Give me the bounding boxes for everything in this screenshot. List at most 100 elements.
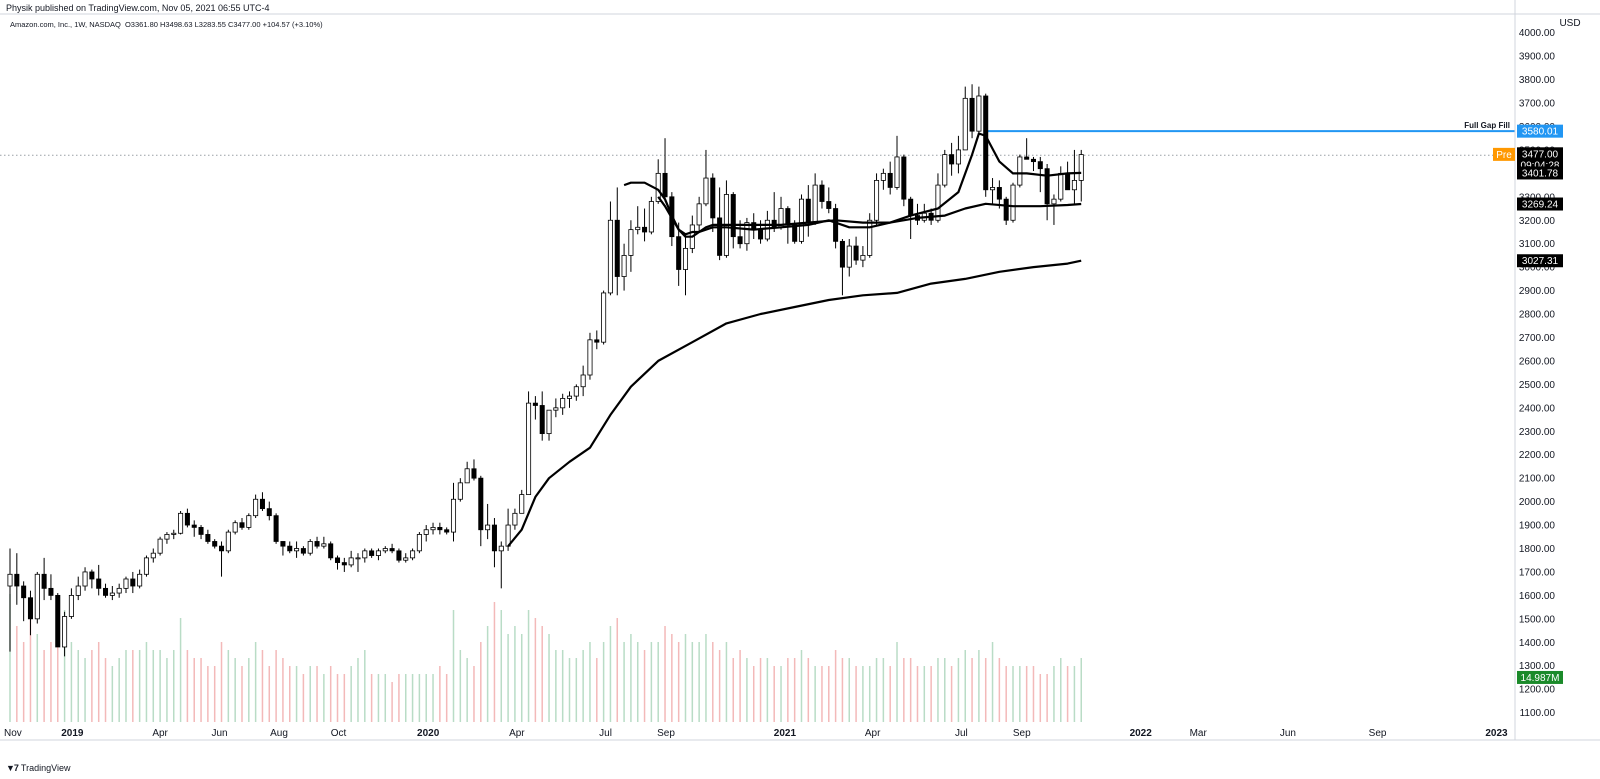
time-tick-label: Sep — [1013, 728, 1031, 739]
price-tag-ma-text: 3269.24 — [1522, 200, 1559, 211]
volume-bar — [507, 634, 509, 722]
candle-up — [1017, 156, 1023, 186]
volume-bar — [862, 666, 864, 722]
candle-up — [68, 594, 74, 617]
volume-bar — [295, 666, 298, 722]
time-tick-label: 2021 — [774, 728, 797, 739]
volume-bar — [84, 658, 86, 722]
volume-bar — [855, 666, 857, 722]
volume-bar — [452, 610, 455, 722]
volume-bar — [77, 650, 79, 722]
price-axis[interactable]: USD 1100.00 1200.00 1300.00 1400.00 1500.00 16… — [0, 0, 1600, 741]
volume-bar — [725, 642, 728, 722]
price-tick-label: 2500.00 — [1519, 380, 1556, 391]
volume-bar — [329, 666, 332, 722]
candle-down — [103, 587, 109, 596]
price-tag-countdown: 09:04:28 — [1521, 160, 1560, 171]
candle-down — [130, 578, 136, 587]
volume-bar — [186, 650, 189, 722]
volume-bar — [248, 658, 250, 722]
price-tick-label: 1100.00 — [1520, 708, 1556, 719]
volume-bar — [111, 666, 114, 722]
volume-bar — [520, 634, 523, 722]
time-axis[interactable]: Nov 2019 Apr Jun Aug Oct 2020 Apr Jul Sep 2021 Apr J… — [4, 728, 1508, 739]
volume-bar — [991, 642, 994, 722]
candle-down — [887, 172, 893, 188]
volume-bar — [370, 674, 373, 722]
volume-bar — [282, 658, 284, 722]
candle-down — [614, 219, 620, 277]
price-tags: 3580.013481.00Pre3477.0009:04:283401.783… — [1493, 124, 1563, 684]
candle-up — [1010, 184, 1016, 221]
price-tick-label: 1400.00 — [1519, 638, 1556, 649]
volume-bar — [677, 642, 680, 722]
volume-bar — [9, 594, 11, 722]
volume-bar — [1066, 666, 1069, 722]
volume-bar — [664, 626, 666, 722]
time-tick-label: 2022 — [1130, 728, 1153, 739]
symbol-name[interactable]: Amazon.com, Inc., 1W, NASDAQ — [10, 20, 121, 29]
moving-averages — [507, 132, 1082, 547]
candle-down — [532, 402, 538, 406]
volume-bar — [432, 674, 434, 722]
volume-bar — [289, 666, 291, 722]
time-tick-label: Jun — [1280, 728, 1296, 739]
candle-down — [792, 224, 798, 242]
candle-down — [341, 562, 347, 566]
price-tick-label: 4000.00 — [1519, 28, 1556, 39]
volume-bar — [493, 602, 496, 722]
candle-down — [819, 184, 825, 202]
volume-bar — [309, 666, 311, 722]
candle-down — [389, 548, 395, 552]
volume-bar — [1060, 658, 1062, 722]
volume-bar — [582, 650, 584, 722]
candle-down — [314, 541, 320, 547]
candle-up — [962, 97, 968, 151]
candle-down — [901, 156, 907, 200]
candle-up — [628, 229, 634, 256]
volume-bar — [684, 634, 687, 722]
volume-bar — [875, 658, 878, 722]
time-tick-label: Sep — [657, 728, 675, 739]
price-tick-label: 2400.00 — [1519, 403, 1556, 414]
volume-bar — [234, 658, 236, 722]
price-tag-pre-prefix-text: Pre — [1496, 150, 1512, 161]
volume-bar — [411, 674, 414, 722]
candle-up — [512, 512, 518, 526]
volume-bar — [343, 674, 346, 722]
time-tick-label: Jul — [955, 728, 968, 739]
candle-down — [48, 587, 54, 596]
candle-down — [805, 198, 811, 224]
candle-down — [478, 477, 484, 531]
volume-bar — [173, 650, 175, 722]
volume-bar — [937, 658, 939, 722]
volume-bar — [602, 642, 605, 722]
price-tick-label: 2000.00 — [1519, 497, 1556, 508]
volume-bar — [623, 642, 625, 722]
volume-bar — [213, 666, 216, 722]
volume-bar — [534, 618, 537, 722]
candle-up — [416, 534, 422, 552]
candle-down — [396, 550, 402, 561]
volume-bar — [152, 650, 155, 722]
gap-annotation: Full Gap Fill — [0, 121, 1515, 156]
candle-up — [171, 532, 177, 535]
volume-bar — [944, 658, 946, 722]
volume-bar — [971, 658, 973, 722]
volume-bar — [445, 674, 448, 722]
candle-up — [560, 398, 566, 409]
volume-bar — [132, 650, 134, 722]
moving-average-line-3 — [507, 259, 1082, 547]
volume-bar — [548, 634, 550, 722]
volume-bar — [930, 666, 932, 722]
footer-brand[interactable]: ▼7 TradingView — [6, 763, 70, 773]
volume-bar — [91, 650, 93, 722]
candle-up — [321, 543, 327, 547]
time-tick-label: Oct — [331, 728, 347, 739]
moving-average-line-2 — [623, 132, 1082, 238]
symbol-line: Amazon.com, Inc., 1W, NASDAQ O3361.80 H3… — [10, 20, 325, 29]
candle-down — [1037, 161, 1043, 170]
volume-bar — [868, 666, 871, 722]
volume-bar — [391, 682, 393, 722]
